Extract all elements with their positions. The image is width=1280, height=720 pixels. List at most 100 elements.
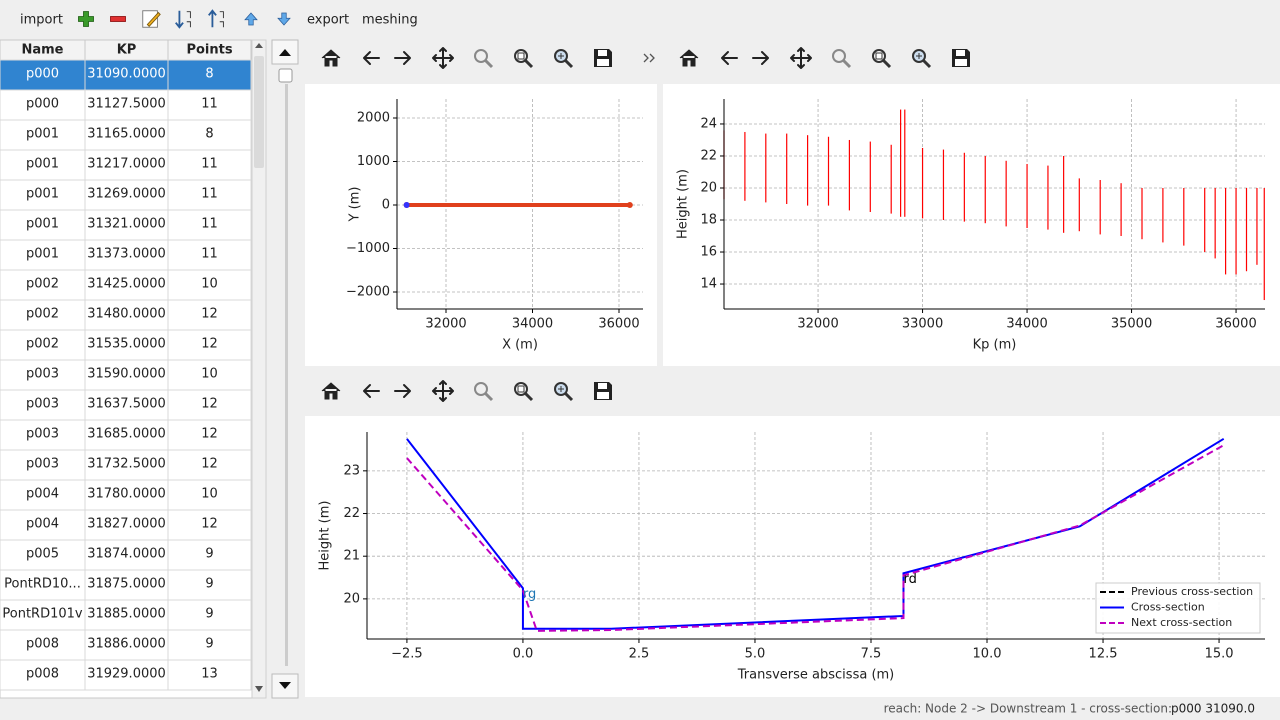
slider-handle[interactable] <box>278 68 293 83</box>
cell[interactable] <box>167 509 252 541</box>
cell-text[interactable]: p001 <box>26 157 59 172</box>
zoom-button[interactable] <box>473 381 494 402</box>
cell-text[interactable]: 31321.0000 <box>87 217 166 232</box>
zoom-rect-button[interactable] <box>513 381 534 402</box>
cell-text[interactable]: p004 <box>26 517 59 532</box>
cell-text[interactable]: 31590.0000 <box>87 367 166 382</box>
cell-text[interactable]: 12 <box>201 397 218 412</box>
cell-text[interactable]: p004 <box>26 487 59 502</box>
cell-text[interactable]: 12 <box>201 517 218 532</box>
save-button[interactable] <box>952 49 970 67</box>
save-button[interactable] <box>594 49 612 67</box>
cell[interactable] <box>167 329 252 361</box>
cell-text[interactable]: 31090.0000 <box>87 67 166 82</box>
back-button[interactable] <box>363 384 380 398</box>
cell-text[interactable]: 31732.5000 <box>87 457 166 472</box>
export-button[interactable]: export <box>307 13 349 28</box>
cell[interactable] <box>167 179 252 211</box>
zoom-rect-button[interactable] <box>871 48 892 69</box>
zoom-fit-button[interactable] <box>553 381 574 402</box>
column-header-label[interactable]: KP <box>117 43 137 58</box>
cell-text[interactable]: PontRD101v <box>2 607 83 622</box>
cell-text[interactable]: p000 <box>26 67 59 82</box>
column-header-label[interactable]: Points <box>186 43 232 58</box>
cell[interactable] <box>0 629 86 661</box>
cell-text[interactable]: PontRD10... <box>4 577 81 592</box>
cell[interactable] <box>167 419 252 451</box>
pan-button[interactable] <box>432 380 454 402</box>
cell[interactable] <box>0 599 86 631</box>
cell-text[interactable]: p002 <box>26 307 59 322</box>
cell-text[interactable]: p001 <box>26 247 59 262</box>
cell-text[interactable]: p003 <box>26 397 59 412</box>
cell[interactable] <box>84 569 169 601</box>
cell-text[interactable]: p001 <box>26 217 59 232</box>
cell-text[interactable]: 11 <box>201 187 218 202</box>
table-scrollbar[interactable] <box>251 39 267 699</box>
cell-text[interactable]: 10 <box>201 367 218 382</box>
cell-text[interactable]: 31874.0000 <box>87 547 166 562</box>
cell-text[interactable]: 31217.0000 <box>87 157 166 172</box>
cell-text[interactable]: p005 <box>26 547 59 562</box>
cell-text[interactable]: 11 <box>201 247 218 262</box>
cell-text[interactable]: 8 <box>205 67 213 82</box>
cell-text[interactable]: 31425.0000 <box>87 277 166 292</box>
cell-text[interactable]: p001 <box>26 187 59 202</box>
cell-text[interactable]: 12 <box>201 337 218 352</box>
cell[interactable] <box>0 179 86 211</box>
cell-text[interactable]: 31886.0000 <box>87 637 166 652</box>
cell[interactable] <box>167 239 252 271</box>
cell[interactable] <box>84 389 169 421</box>
cell-text[interactable]: 31269.0000 <box>87 187 166 202</box>
cell[interactable] <box>0 89 86 121</box>
cell-text[interactable]: 31480.0000 <box>87 307 166 322</box>
cell-text[interactable]: 31780.0000 <box>87 487 166 502</box>
cell[interactable] <box>0 329 86 361</box>
forward-button[interactable] <box>752 51 769 65</box>
cell[interactable] <box>84 119 169 151</box>
forward-button[interactable] <box>394 51 411 65</box>
cell-text[interactable]: 13 <box>201 667 218 682</box>
cell-text[interactable]: p002 <box>26 277 59 292</box>
cell[interactable] <box>167 299 252 331</box>
cell-text[interactable]: 12 <box>201 457 218 472</box>
cell-text[interactable]: p000 <box>26 97 59 112</box>
cell-text[interactable]: 31885.0000 <box>87 607 166 622</box>
cell[interactable] <box>167 659 252 691</box>
zoom-button[interactable] <box>473 48 494 69</box>
cell[interactable] <box>0 299 86 331</box>
zoom-button[interactable] <box>831 48 852 69</box>
cell[interactable] <box>84 299 169 331</box>
cell-text[interactable]: 31127.5000 <box>87 97 166 112</box>
cell-text[interactable]: 10 <box>201 487 218 502</box>
selected-cell[interactable] <box>167 59 252 91</box>
cell[interactable] <box>167 209 252 241</box>
save-button[interactable] <box>594 382 612 400</box>
cell-text[interactable]: 31685.0000 <box>87 427 166 442</box>
home-button[interactable] <box>679 49 699 67</box>
zoom-fit-button[interactable] <box>911 48 932 69</box>
cell-text[interactable]: 9 <box>205 607 213 622</box>
cell[interactable] <box>0 539 86 571</box>
scroll-thumb[interactable] <box>254 56 264 168</box>
cell-text[interactable]: 12 <box>201 307 218 322</box>
cell[interactable] <box>167 269 252 301</box>
zoom-fit-button[interactable] <box>553 48 574 69</box>
cell-text[interactable]: p003 <box>26 427 59 442</box>
cell[interactable] <box>84 239 169 271</box>
cell[interactable] <box>0 569 86 601</box>
cell[interactable] <box>167 539 252 571</box>
cell-text[interactable]: 31827.0000 <box>87 517 166 532</box>
cell-text[interactable]: 8 <box>205 127 213 142</box>
zoom-rect-button[interactable] <box>513 48 534 69</box>
cell-text[interactable]: p003 <box>26 367 59 382</box>
cell-text[interactable]: 31875.0000 <box>87 577 166 592</box>
cell[interactable] <box>0 389 86 421</box>
cell-text[interactable]: 11 <box>201 157 218 172</box>
back-button[interactable] <box>363 51 380 65</box>
cell[interactable] <box>167 569 252 601</box>
forward-button[interactable] <box>394 384 411 398</box>
cell-text[interactable]: p008 <box>26 637 59 652</box>
cell-text[interactable]: p008 <box>26 667 59 682</box>
cell-text[interactable]: p002 <box>26 337 59 352</box>
